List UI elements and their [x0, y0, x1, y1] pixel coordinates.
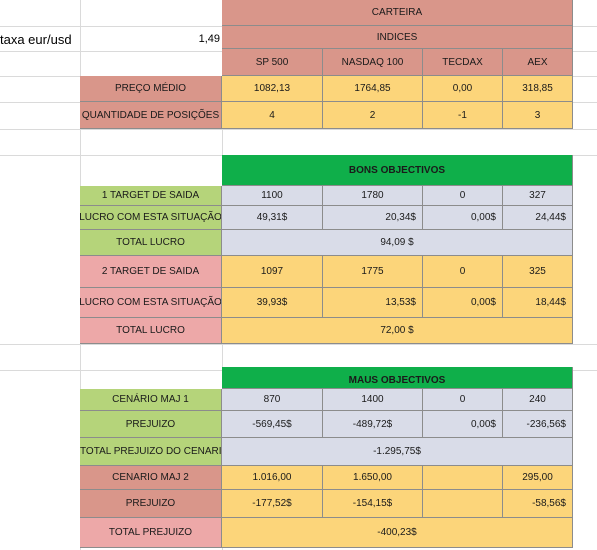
target2-tecdax[interactable]: 0 — [423, 256, 503, 288]
target2-sp500[interactable]: 1097 — [222, 256, 323, 288]
prejuizo1-tecdax[interactable]: 0,00$ — [423, 411, 503, 438]
preco-medio-sp500[interactable]: 1082,13 — [222, 76, 323, 102]
preco-medio-nasdaq[interactable]: 1764,85 — [323, 76, 423, 102]
prejuizo1-label: PREJUIZO — [80, 411, 222, 438]
col-header-sp500: SP 500 — [222, 49, 323, 76]
lucro2-nasdaq[interactable]: 13,53$ — [323, 288, 423, 318]
lucro2-aex[interactable]: 18,44$ — [503, 288, 573, 318]
preco-medio-aex[interactable]: 318,85 — [503, 76, 573, 102]
target1-aex[interactable]: 327 — [503, 186, 573, 206]
lucro1-tecdax[interactable]: 0,00$ — [423, 206, 503, 230]
quantidade-nasdaq[interactable]: 2 — [323, 102, 423, 129]
total-prejuizo1-label: TOTAL PREJUIZO DO CENARIO 1 — [80, 438, 222, 466]
total-lucro2-value[interactable]: 72,00 $ — [222, 318, 573, 344]
lucro2-tecdax[interactable]: 0,00$ — [423, 288, 503, 318]
cenario1-label: CENÁRIO MAJ 1 — [80, 389, 222, 411]
target1-label: 1 TARGET DE SAIDA — [80, 186, 222, 206]
prejuizo2-aex[interactable]: -58,56$ — [503, 490, 573, 518]
col-header-aex: AEX — [503, 49, 573, 76]
prejuizo2-label: PREJUIZO — [80, 490, 222, 518]
cenario1-sp500[interactable]: 870 — [222, 389, 323, 411]
lucro1-nasdaq[interactable]: 20,34$ — [323, 206, 423, 230]
prejuizo1-nasdaq[interactable]: -489,72$ — [323, 411, 423, 438]
quantidade-aex[interactable]: 3 — [503, 102, 573, 129]
target2-label: 2 TARGET DE SAIDA — [80, 256, 222, 288]
target1-nasdaq[interactable]: 1780 — [323, 186, 423, 206]
preco-medio-label: PREÇO MÉDIO — [80, 76, 222, 102]
cenario2-aex[interactable]: 295,00 — [503, 466, 573, 490]
total-lucro2-label: TOTAL LUCRO — [80, 318, 222, 344]
quantidade-tecdax[interactable]: -1 — [423, 102, 503, 129]
cenario1-tecdax[interactable]: 0 — [423, 389, 503, 411]
prejuizo2-tecdax[interactable] — [423, 490, 503, 518]
col-header-nasdaq: NASDAQ 100 — [323, 49, 423, 76]
cenario2-tecdax[interactable] — [423, 466, 503, 490]
prejuizo2-nasdaq[interactable]: -154,15$ — [323, 490, 423, 518]
preco-medio-tecdax[interactable]: 0,00 — [423, 76, 503, 102]
target1-sp500[interactable]: 1100 — [222, 186, 323, 206]
quantidade-sp500[interactable]: 4 — [222, 102, 323, 129]
col-header-tecdax: TECDAX — [423, 49, 503, 76]
carteira-header: CARTEIRA — [222, 0, 573, 26]
total-prejuizo2-label: TOTAL PREJUIZO — [80, 518, 222, 548]
cenario1-nasdaq[interactable]: 1400 — [323, 389, 423, 411]
lucro1-sp500[interactable]: 49,31$ — [222, 206, 323, 230]
cenario2-label: CENARIO MAJ 2 — [80, 466, 222, 490]
prejuizo1-sp500[interactable]: -569,45$ — [222, 411, 323, 438]
maus-objectivos-header: MAUS OBJECTIVOS — [222, 367, 573, 389]
quantidade-label: QUANTIDADE DE POSIÇÕES — [80, 102, 222, 129]
cenario1-aex[interactable]: 240 — [503, 389, 573, 411]
target1-tecdax[interactable]: 0 — [423, 186, 503, 206]
target2-nasdaq[interactable]: 1775 — [323, 256, 423, 288]
lucro1-label: LUCRO COM ESTA SITUAÇÃO — [80, 206, 222, 230]
cenario2-nasdaq[interactable]: 1.650,00 — [323, 466, 423, 490]
total-prejuizo2-value[interactable]: -400,23$ — [222, 518, 573, 548]
lucro1-aex[interactable]: 24,44$ — [503, 206, 573, 230]
total-lucro1-value[interactable]: 94,09 $ — [222, 230, 573, 256]
bons-objectivos-header: BONS OBJECTIVOS — [222, 155, 573, 186]
target2-aex[interactable]: 325 — [503, 256, 573, 288]
exchange-rate-label: taxa eur/usd — [0, 31, 72, 47]
indices-header: INDICES — [222, 26, 573, 49]
prejuizo1-aex[interactable]: -236,56$ — [503, 411, 573, 438]
total-prejuizo1-value[interactable]: -1.295,75$ — [222, 438, 573, 466]
cenario2-sp500[interactable]: 1.016,00 — [222, 466, 323, 490]
total-lucro1-label: TOTAL LUCRO — [80, 230, 222, 256]
lucro2-sp500[interactable]: 39,93$ — [222, 288, 323, 318]
prejuizo2-sp500[interactable]: -177,52$ — [222, 490, 323, 518]
exchange-rate-value[interactable]: 1,49 — [198, 33, 220, 45]
lucro2-label: LUCRO COM ESTA SITUAÇÃO — [80, 288, 222, 318]
